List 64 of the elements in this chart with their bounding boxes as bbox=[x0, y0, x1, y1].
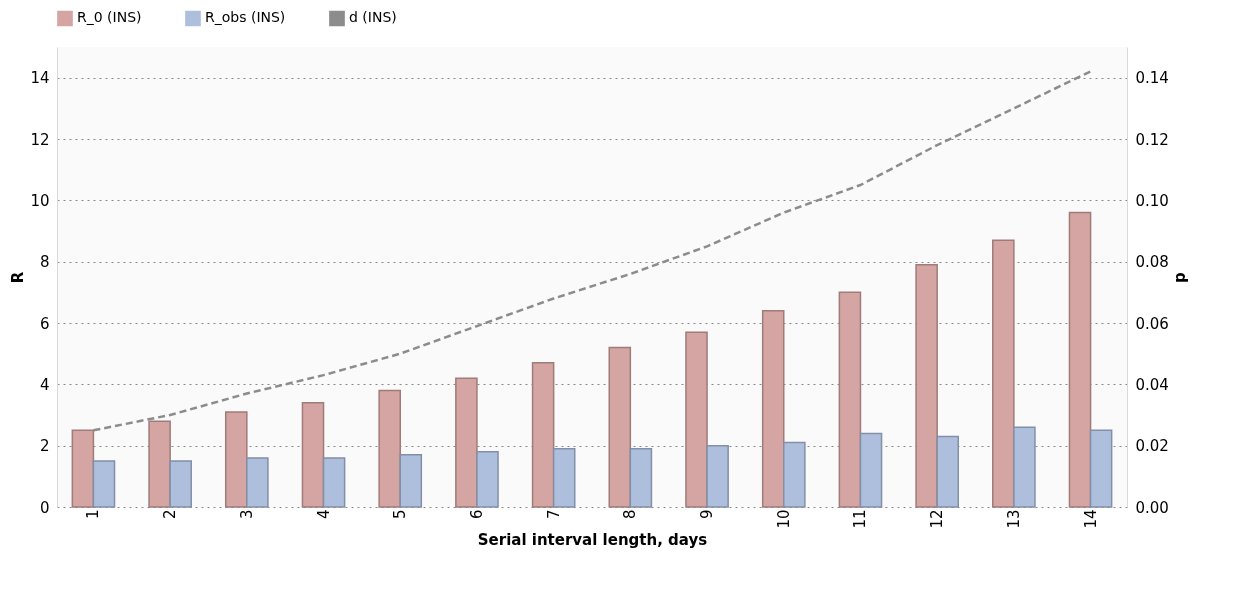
y-axis-title: R bbox=[9, 271, 28, 284]
bar bbox=[761, 309, 785, 508]
y2-tick-label: 0.08 bbox=[1135, 253, 1169, 272]
bar bbox=[783, 441, 806, 508]
bar bbox=[608, 346, 632, 508]
x-tick-label: 14 bbox=[1081, 509, 1100, 529]
bar bbox=[915, 263, 938, 508]
x-axis-title: Serial interval length, days bbox=[477, 530, 708, 549]
y2-axis-title: d bbox=[1171, 272, 1190, 283]
bar bbox=[476, 451, 499, 508]
x-tick-label: 3 bbox=[237, 509, 256, 520]
y-tick-label: 10 bbox=[30, 191, 50, 210]
bar bbox=[225, 411, 248, 508]
x-tick-label: 13 bbox=[1004, 509, 1023, 529]
bar bbox=[71, 429, 95, 508]
bar bbox=[148, 420, 171, 508]
legend-label: R_0 (INS) bbox=[77, 9, 142, 26]
y-tick-label: 6 bbox=[39, 314, 50, 333]
y-tick-label: 4 bbox=[39, 375, 50, 394]
bar bbox=[246, 457, 269, 508]
y2-tick-label: 0.10 bbox=[1135, 191, 1169, 210]
y-tick-label: 0 bbox=[39, 498, 50, 517]
bar bbox=[1068, 211, 1092, 508]
x-tick-label: 7 bbox=[544, 509, 563, 520]
y2-tick-label: 0.14 bbox=[1135, 69, 1169, 88]
x-tick-label: 1 bbox=[84, 509, 103, 520]
bar bbox=[301, 401, 325, 508]
y2-tick-label: 0.06 bbox=[1135, 314, 1169, 333]
bar bbox=[92, 460, 116, 508]
x-tick-label: 12 bbox=[928, 509, 947, 529]
bar bbox=[399, 454, 423, 508]
legend-label: R_obs (INS) bbox=[205, 9, 286, 26]
bar bbox=[838, 291, 862, 508]
y-tick-label: 8 bbox=[39, 253, 50, 272]
y2-tick-label: 0.12 bbox=[1135, 130, 1169, 149]
bar bbox=[322, 457, 346, 508]
bar bbox=[629, 447, 653, 508]
x-tick-label: 5 bbox=[391, 509, 410, 520]
y-tick-label: 14 bbox=[30, 69, 50, 88]
bar bbox=[455, 377, 478, 508]
y-tick-label: 2 bbox=[39, 437, 50, 456]
x-tick-label: 11 bbox=[851, 509, 870, 529]
bar bbox=[531, 362, 555, 508]
y2-tick-label: 0.04 bbox=[1135, 375, 1169, 394]
y-tick-label: 12 bbox=[30, 130, 50, 149]
bar bbox=[859, 432, 883, 508]
bar bbox=[169, 460, 192, 508]
x-tick-label: 9 bbox=[698, 509, 717, 520]
bar bbox=[552, 447, 576, 508]
x-tick-label: 8 bbox=[621, 509, 640, 520]
bar bbox=[685, 331, 708, 508]
x-tick-label: 4 bbox=[314, 509, 333, 520]
x-tick-label: 6 bbox=[467, 509, 486, 520]
y2-tick-label: 0.02 bbox=[1135, 437, 1169, 456]
legend-label: d (INS) bbox=[349, 9, 397, 26]
bar bbox=[992, 239, 1015, 508]
y2-tick-label: 0.00 bbox=[1135, 498, 1169, 517]
bar bbox=[378, 389, 401, 508]
x-tick-label: 2 bbox=[161, 509, 180, 520]
bar bbox=[936, 435, 959, 508]
bar bbox=[1013, 426, 1036, 508]
x-tick-label: 10 bbox=[774, 509, 793, 529]
bar bbox=[706, 444, 729, 508]
bar bbox=[1089, 429, 1113, 508]
